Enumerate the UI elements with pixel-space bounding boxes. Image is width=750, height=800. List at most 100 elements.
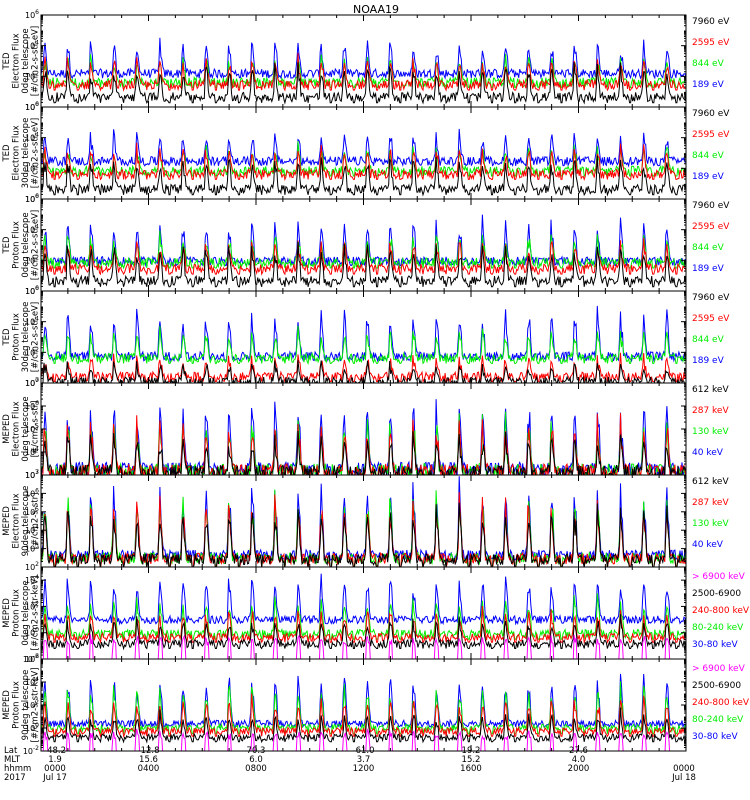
legend-item: > 6900 keV	[692, 664, 746, 674]
tick-base: 10	[25, 563, 35, 572]
tick-base: 10	[25, 508, 35, 517]
y-axis-label: TEDProton Flux0deg telescope[#/cm2-s-str…	[2, 210, 41, 280]
y-tick-label: 106	[25, 101, 39, 112]
tick-exponent: 4	[35, 132, 39, 139]
tick-exponent: 4	[35, 316, 39, 323]
series-black	[41, 241, 686, 288]
y-axis-label-line: 30deg telescope	[21, 118, 31, 189]
x-tick-label: 19.2	[462, 746, 481, 756]
tick-base: 10	[23, 655, 33, 664]
tick-exponent: 7	[35, 377, 39, 384]
y-tick-label: 100	[25, 101, 39, 112]
tick-base: 10	[25, 655, 35, 664]
tick-exponent: 0	[35, 377, 39, 384]
legend-item: 7960 eV	[692, 201, 730, 211]
series-blue	[41, 673, 686, 729]
y-axis-label-line: 0deg telescope	[21, 212, 31, 277]
y-axis-label: TEDElectron Flux0deg telescope[#/cm2-s-s…	[2, 26, 41, 96]
x-tick-label: -48.2	[44, 746, 66, 756]
x-tick-label: Jul 18	[671, 773, 696, 783]
plot-area	[41, 214, 686, 288]
y-axis-label-line: MEPED	[2, 690, 12, 720]
plot-area	[41, 673, 686, 751]
series-green	[41, 325, 686, 365]
legend-item: 240-800 keV	[692, 606, 750, 616]
series-green	[41, 230, 686, 270]
y-tick-label: 104	[25, 132, 39, 143]
y-axis-label: MEPEDProton Flux0deg telescope[#/cm2-s-s…	[2, 576, 41, 651]
y-axis-label-line: TED	[2, 328, 12, 347]
y-tick-label: 104	[25, 224, 39, 235]
tick-exponent: 3	[35, 469, 39, 476]
tick-base: 10	[25, 379, 35, 388]
y-tick-label: 102	[25, 162, 39, 173]
y-tick-label: 100	[25, 193, 39, 204]
tick-base: 10	[25, 287, 35, 296]
y-tick-label: 104	[25, 524, 39, 535]
chart-title: NOAA19	[353, 3, 399, 16]
x-tick-label: 4.0	[572, 755, 586, 765]
y-axis-label-line: MEPED	[2, 506, 12, 536]
tick-exponent: 2	[35, 699, 39, 706]
y-tick-label: 105	[25, 423, 39, 434]
tick-base: 10	[25, 724, 35, 733]
x-tick-label: 2000	[568, 764, 590, 774]
y-axis-label-line: Electron Flux	[11, 493, 21, 548]
tick-base: 10	[25, 448, 35, 457]
y-tick-label: 104	[25, 676, 39, 687]
tick-base: 10	[25, 576, 35, 585]
tick-exponent: 0	[35, 722, 39, 729]
y-axis-label-line: MEPED	[2, 414, 12, 444]
y-axis-label-line: [#/cm2-s-str-eV]	[30, 26, 40, 96]
tick-base: 10	[25, 545, 35, 554]
tick-base: 10	[25, 701, 35, 710]
y-tick-label: 106	[25, 9, 39, 20]
tick-exponent: 6	[35, 193, 39, 200]
y-tick-label: 103	[25, 543, 39, 554]
tick-exponent: 2	[35, 600, 39, 607]
series-red	[41, 605, 686, 645]
x-tick-label: Jul 17	[42, 773, 67, 783]
tick-base: 10	[25, 195, 35, 204]
tick-base: 10	[25, 195, 35, 204]
legend-item: 2595 eV	[692, 314, 730, 324]
y-axis-label-line: [#/cm2-s-str-eV]	[30, 302, 40, 372]
legend-item: 130 keV	[692, 519, 729, 529]
y-tick-label: 102	[25, 346, 39, 357]
tick-exponent: 6	[35, 487, 39, 494]
legend-item: 240-800 keV	[692, 698, 750, 708]
tick-exponent: 2	[35, 70, 39, 77]
plot-area	[41, 476, 686, 567]
tick-exponent: 4	[35, 224, 39, 231]
x-tick-label: 0000	[673, 764, 695, 774]
tick-base: 10	[25, 72, 35, 81]
x-tick-label: 1200	[353, 764, 375, 774]
tick-exponent: 4	[35, 446, 39, 453]
legend-item: 189 eV	[692, 80, 725, 90]
tick-exponent: 2	[35, 162, 39, 169]
y-axis-label: TEDProton Flux30deg telescope[#/cm2-s-st…	[2, 302, 41, 373]
tick-base: 10	[25, 526, 35, 535]
y-axis-label-line: TED	[2, 144, 12, 163]
y-axis-label-line: 90deg telescope	[21, 670, 31, 741]
y-axis-label-line: Proton Flux	[11, 589, 21, 637]
tick-exponent: -2	[33, 653, 39, 660]
y-tick-label: 104	[25, 446, 39, 457]
tick-exponent: 3	[35, 543, 39, 550]
tick-exponent: 7	[35, 469, 39, 476]
legend-item: 612 keV	[692, 477, 729, 487]
tick-exponent: 0	[35, 101, 39, 108]
y-axis-label: TEDElectron Flux30deg telescope[#/cm2-s-…	[2, 118, 41, 189]
tick-exponent: 2	[35, 346, 39, 353]
y-tick-label: 102	[25, 70, 39, 81]
legend-item: 7960 eV	[692, 293, 730, 303]
y-tick-label: 10-2	[23, 745, 39, 756]
y-tick-label: 100	[25, 627, 39, 638]
y-tick-label: 107	[25, 377, 39, 388]
tick-exponent: 4	[35, 524, 39, 531]
y-axis-label-line: [#/cm2-s-str-keV]	[30, 576, 40, 651]
tick-exponent: 6	[35, 101, 39, 108]
